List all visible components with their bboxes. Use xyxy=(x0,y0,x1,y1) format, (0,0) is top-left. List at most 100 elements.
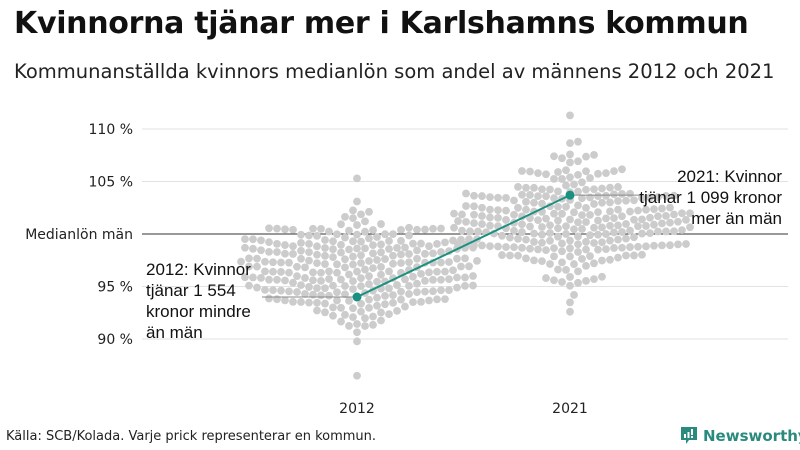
municipality-dot xyxy=(546,260,554,268)
municipality-dot xyxy=(566,273,574,281)
municipality-dot xyxy=(578,194,586,203)
municipality-dot xyxy=(642,242,650,251)
municipality-dot xyxy=(574,201,582,210)
newsworthy-logo[interactable]: Newsworthy xyxy=(680,426,800,446)
municipality-dot xyxy=(317,224,325,233)
municipality-dot xyxy=(650,205,658,214)
municipality-dot xyxy=(686,209,694,218)
municipality-dot xyxy=(454,240,462,249)
municipality-dot xyxy=(249,235,257,244)
municipality-dot xyxy=(297,298,305,306)
municipality-dot xyxy=(678,226,686,234)
municipality-dot xyxy=(465,262,473,271)
municipality-dot xyxy=(357,259,365,267)
municipality-dot xyxy=(674,240,682,249)
municipality-dot xyxy=(542,214,550,223)
municipality-dot xyxy=(570,291,578,299)
municipality-dot xyxy=(301,263,309,272)
municipality-dot xyxy=(462,189,470,198)
municipality-dot xyxy=(333,288,341,297)
municipality-dot xyxy=(494,213,502,222)
municipality-dot xyxy=(646,193,654,202)
municipality-dot xyxy=(574,267,582,276)
municipality-dot xyxy=(353,197,361,206)
municipality-dot xyxy=(666,241,674,250)
municipality-dot xyxy=(397,236,405,245)
municipality-dot xyxy=(486,213,494,222)
municipality-dot xyxy=(578,178,586,187)
municipality-dot xyxy=(393,306,401,315)
municipality-dot xyxy=(305,231,313,240)
municipality-dot xyxy=(630,215,638,224)
municipality-dot xyxy=(598,272,606,281)
municipality-dot xyxy=(365,303,373,312)
municipality-dot xyxy=(646,229,654,238)
municipality-dot xyxy=(373,301,381,310)
municipality-dot xyxy=(305,240,313,248)
municipality-dot xyxy=(602,245,610,254)
municipality-dot xyxy=(345,296,353,305)
municipality-dot xyxy=(277,286,285,295)
municipality-dot xyxy=(538,185,546,194)
municipality-dot xyxy=(662,192,670,200)
municipality-dot xyxy=(301,274,309,282)
municipality-dot xyxy=(441,238,449,247)
municipality-dot xyxy=(574,157,582,166)
municipality-dot xyxy=(313,298,321,307)
municipality-dot xyxy=(321,284,329,293)
municipality-dot xyxy=(458,226,466,235)
municipality-dot xyxy=(333,268,341,277)
municipality-dot xyxy=(494,242,502,251)
municipality-dot xyxy=(486,221,494,230)
municipality-dot xyxy=(321,251,329,260)
municipality-dot xyxy=(462,202,470,210)
municipality-dot xyxy=(570,208,578,217)
municipality-dot xyxy=(305,283,313,291)
municipality-dot xyxy=(397,295,405,304)
municipality-dot xyxy=(566,298,574,307)
municipality-dot xyxy=(289,278,297,287)
municipality-dot xyxy=(514,251,522,260)
municipality-dot xyxy=(277,258,285,267)
municipality-dot xyxy=(337,220,345,229)
municipality-dot xyxy=(273,295,281,304)
municipality-dot xyxy=(429,224,437,233)
annotation-2021-line: 2021: Kvinnor xyxy=(677,167,782,186)
municipality-dot xyxy=(269,286,277,295)
municipality-dot xyxy=(369,264,377,273)
municipality-dot xyxy=(650,241,658,250)
brand-name: Newsworthy xyxy=(703,427,800,445)
municipality-dot xyxy=(313,242,321,251)
municipality-dot xyxy=(534,216,542,225)
annotation-2012-line: än män xyxy=(146,323,203,342)
municipality-dot xyxy=(413,279,421,288)
municipality-dot xyxy=(618,190,626,198)
municipality-dot xyxy=(562,265,570,274)
municipality-dot xyxy=(381,300,389,309)
municipality-dot xyxy=(526,167,534,176)
municipality-dot xyxy=(550,252,558,261)
municipality-dot xyxy=(417,239,425,248)
municipality-dot xyxy=(245,281,253,290)
municipality-dot xyxy=(510,243,518,252)
municipality-dot xyxy=(361,217,369,226)
municipality-dot xyxy=(349,313,357,322)
municipality-dot xyxy=(666,203,674,212)
municipality-dot xyxy=(317,291,325,300)
municipality-dot xyxy=(349,214,357,223)
municipality-dot xyxy=(269,258,277,267)
municipality-dot xyxy=(590,150,598,159)
municipality-dot xyxy=(610,167,618,176)
municipality-dot xyxy=(261,285,269,294)
municipality-dot xyxy=(305,256,313,265)
municipality-dot xyxy=(538,257,546,266)
municipality-dot xyxy=(478,220,486,228)
municipality-dot xyxy=(582,276,590,285)
municipality-dot xyxy=(321,260,329,268)
municipality-dot xyxy=(522,197,530,206)
municipality-dot xyxy=(349,304,357,313)
municipality-dot xyxy=(285,287,293,296)
municipality-dot xyxy=(450,209,458,218)
municipality-dot xyxy=(634,206,642,215)
municipality-dot xyxy=(562,222,570,231)
